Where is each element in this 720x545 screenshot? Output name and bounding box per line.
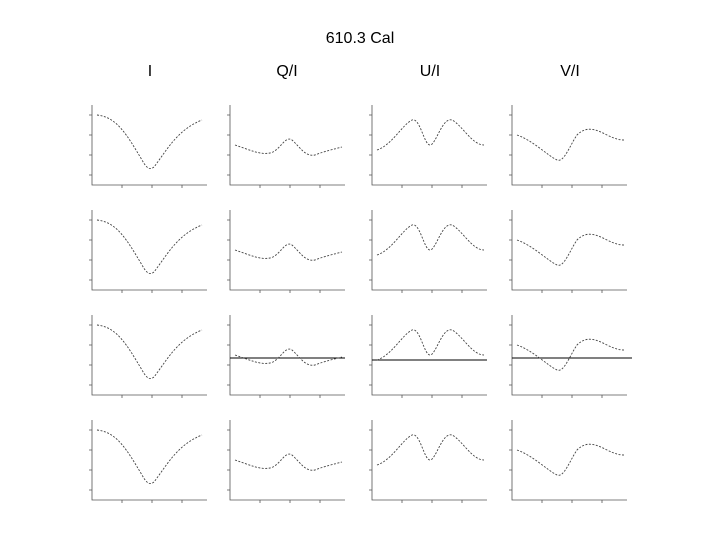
panel [368, 419, 488, 504]
column-header: U/I [420, 63, 440, 80]
panel [88, 419, 208, 504]
column-header: V/I [560, 63, 580, 80]
column-header: I [148, 63, 152, 80]
panel-grid [88, 104, 632, 504]
panel [508, 104, 628, 189]
panel [226, 209, 346, 294]
panel [368, 209, 488, 294]
panel [88, 104, 208, 189]
panel [88, 314, 208, 399]
panel [226, 104, 346, 189]
panel [508, 314, 632, 399]
panel [88, 209, 208, 294]
column-header: Q/I [276, 63, 297, 80]
panel [508, 209, 628, 294]
panel [368, 104, 488, 189]
title: 610.3 Cal [326, 30, 395, 47]
panel [368, 314, 488, 399]
panel [226, 314, 346, 399]
panel [508, 419, 628, 504]
panel [226, 419, 346, 504]
